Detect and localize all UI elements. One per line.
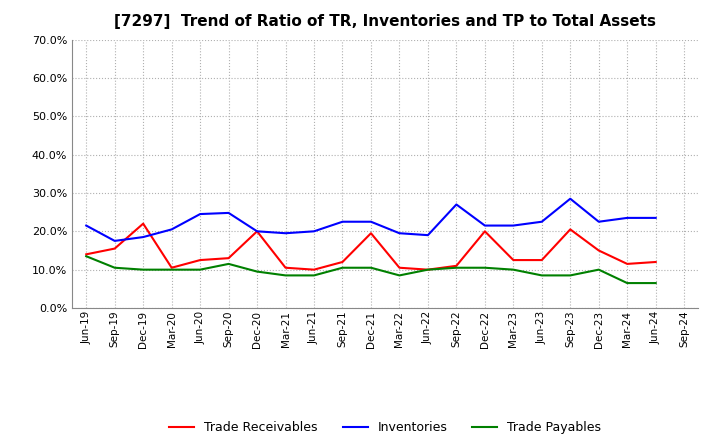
Trade Payables bbox=[82, 253, 91, 259]
Inventories bbox=[452, 202, 461, 207]
Trade Receivables bbox=[480, 229, 489, 234]
Trade Receivables bbox=[225, 256, 233, 261]
Inventories bbox=[110, 238, 119, 244]
Trade Receivables bbox=[509, 257, 518, 263]
Legend: Trade Receivables, Inventories, Trade Payables: Trade Receivables, Inventories, Trade Pa… bbox=[164, 416, 606, 439]
Inventories bbox=[509, 223, 518, 228]
Trade Payables bbox=[623, 280, 631, 286]
Trade Receivables bbox=[452, 263, 461, 268]
Trade Receivables bbox=[167, 265, 176, 270]
Trade Receivables bbox=[537, 257, 546, 263]
Trade Payables bbox=[423, 267, 432, 272]
Inventories bbox=[423, 232, 432, 238]
Trade Receivables bbox=[338, 259, 347, 264]
Trade Receivables bbox=[82, 252, 91, 257]
Trade Payables bbox=[509, 267, 518, 272]
Trade Receivables bbox=[139, 221, 148, 226]
Trade Payables bbox=[395, 273, 404, 278]
Inventories bbox=[595, 219, 603, 224]
Trade Payables bbox=[537, 273, 546, 278]
Trade Receivables bbox=[253, 229, 261, 234]
Inventories bbox=[282, 231, 290, 236]
Trade Receivables bbox=[395, 265, 404, 270]
Inventories bbox=[82, 223, 91, 228]
Inventories bbox=[480, 223, 489, 228]
Trade Receivables bbox=[623, 261, 631, 267]
Inventories bbox=[253, 229, 261, 234]
Trade Receivables bbox=[310, 267, 318, 272]
Inventories bbox=[623, 215, 631, 220]
Trade Receivables bbox=[196, 257, 204, 263]
Inventories bbox=[225, 210, 233, 216]
Trade Receivables bbox=[595, 248, 603, 253]
Trade Payables bbox=[338, 265, 347, 270]
Inventories bbox=[652, 215, 660, 220]
Trade Payables bbox=[566, 273, 575, 278]
Inventories bbox=[196, 211, 204, 216]
Inventories bbox=[167, 227, 176, 232]
Inventories bbox=[366, 219, 375, 224]
Inventories bbox=[537, 219, 546, 224]
Title: [7297]  Trend of Ratio of TR, Inventories and TP to Total Assets: [7297] Trend of Ratio of TR, Inventories… bbox=[114, 14, 656, 29]
Line: Trade Receivables: Trade Receivables bbox=[86, 224, 656, 270]
Line: Trade Payables: Trade Payables bbox=[86, 256, 656, 283]
Inventories bbox=[395, 231, 404, 236]
Trade Receivables bbox=[423, 267, 432, 272]
Trade Payables bbox=[225, 261, 233, 267]
Trade Payables bbox=[595, 267, 603, 272]
Trade Receivables bbox=[566, 227, 575, 232]
Trade Payables bbox=[139, 267, 148, 272]
Trade Payables bbox=[110, 265, 119, 270]
Trade Payables bbox=[652, 280, 660, 286]
Trade Receivables bbox=[652, 259, 660, 264]
Trade Payables bbox=[253, 269, 261, 274]
Inventories bbox=[566, 196, 575, 202]
Trade Receivables bbox=[110, 246, 119, 251]
Trade Payables bbox=[167, 267, 176, 272]
Inventories bbox=[310, 229, 318, 234]
Trade Payables bbox=[366, 265, 375, 270]
Trade Receivables bbox=[282, 265, 290, 270]
Trade Payables bbox=[452, 265, 461, 270]
Trade Payables bbox=[196, 267, 204, 272]
Line: Inventories: Inventories bbox=[86, 199, 656, 241]
Trade Payables bbox=[310, 273, 318, 278]
Trade Receivables bbox=[366, 231, 375, 236]
Trade Payables bbox=[282, 273, 290, 278]
Inventories bbox=[338, 219, 347, 224]
Trade Payables bbox=[480, 265, 489, 270]
Inventories bbox=[139, 235, 148, 240]
